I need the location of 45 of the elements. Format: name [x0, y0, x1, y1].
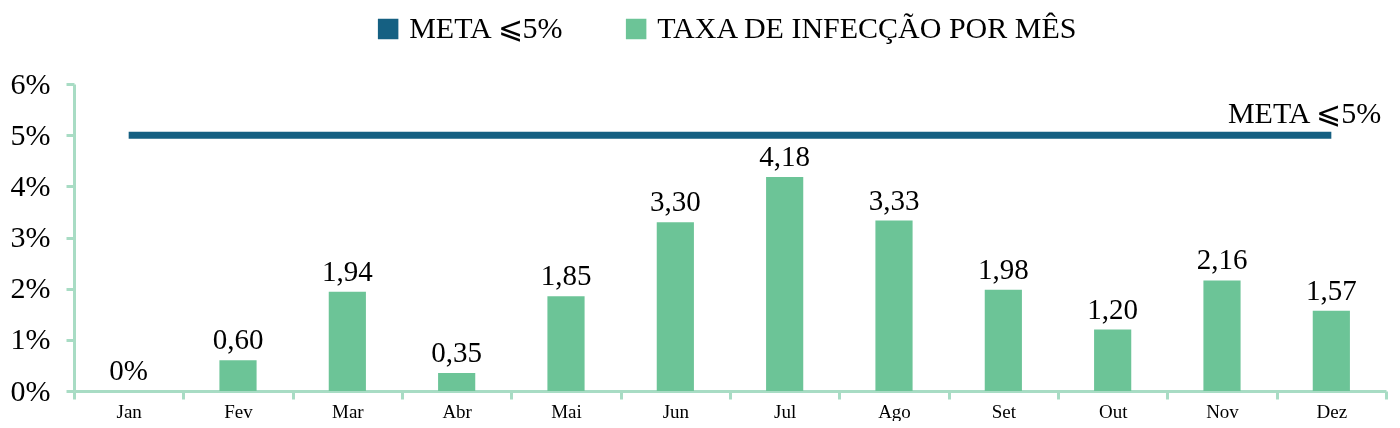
bar: [656, 222, 694, 391]
data-label: 4,18: [759, 140, 811, 173]
text: META ⩽5%: [1227, 96, 1382, 130]
data-label: 1,57: [1305, 273, 1357, 306]
y-tick-label: 1%: [10, 322, 51, 356]
x-tick-label: Mai: [551, 400, 582, 422]
data-label: 1,85: [540, 259, 592, 292]
data-label: 2,16: [1196, 243, 1248, 276]
x-tick-label: Fev: [224, 400, 254, 422]
data-label: 3,30: [649, 185, 701, 218]
bar: [1203, 280, 1241, 391]
bar: [547, 296, 585, 391]
y-tick-label: 0%: [10, 373, 51, 407]
bar: [875, 220, 913, 391]
y-tick-label: 5%: [10, 117, 51, 151]
x-tick-label: Mar: [332, 400, 365, 422]
y-tick-label: 6%: [10, 66, 51, 100]
bar: [438, 373, 476, 391]
data-label: 0,60: [212, 323, 264, 356]
bar: [984, 289, 1022, 391]
x-tick-label: Nov: [1206, 400, 1240, 422]
bar: [1094, 329, 1132, 391]
x-tick-label: Dez: [1316, 400, 1348, 422]
bar: [328, 291, 366, 391]
bar: [1312, 310, 1350, 391]
y-tick-label: 2%: [10, 271, 51, 305]
x-tick-label: Jan: [116, 400, 143, 422]
y-tick-label: 4%: [10, 168, 51, 202]
data-label: 0%: [109, 354, 148, 386]
data-label: 1,98: [977, 252, 1029, 285]
x-tick-label: Jul: [774, 400, 797, 422]
data-label: 0,35: [431, 336, 483, 369]
legend-label: META ⩽5%: [409, 11, 563, 44]
y-tick-label: 3%: [10, 220, 51, 253]
x-tick-label: Ago: [878, 400, 911, 422]
x-tick-label: Out: [1098, 400, 1129, 422]
bar: [766, 177, 804, 391]
x-tick-label: Abr: [442, 400, 473, 422]
legend-label: TAXA DE INFECÇÃO POR MÊS: [657, 11, 1077, 44]
x-tick-label: Set: [991, 400, 1017, 422]
data-label: 1,20: [1087, 292, 1139, 325]
data-label: 1,94: [321, 254, 374, 287]
data-label: 3,33: [868, 183, 920, 216]
x-tick-label: Jun: [662, 400, 690, 422]
bar: [219, 360, 257, 391]
